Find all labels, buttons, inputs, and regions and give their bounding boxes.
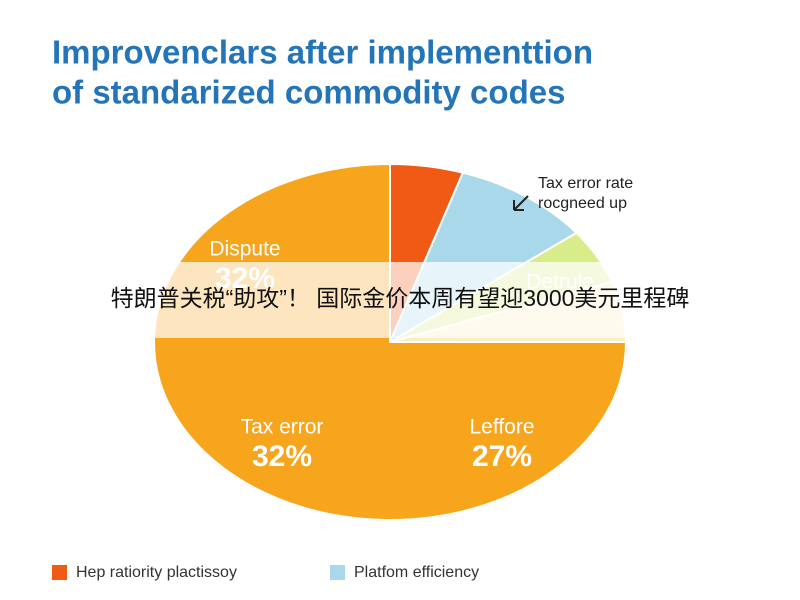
slice-label: Leffore [470,416,535,439]
slice-label: Tax error [241,416,324,439]
legend-swatch [52,565,67,580]
annotation: Tax error rate [538,175,633,192]
annotation-arrow [513,195,529,211]
pie-slice [153,162,628,521]
legend-label: Hep ratiority plactissoy [76,564,237,581]
slice-label: Dispute [209,238,280,261]
slice-value: 32% [252,440,312,473]
legend-label: Platfom efficiency [354,564,479,581]
chart-title: of standarized commodity codes [52,74,565,111]
slice-value: 27% [472,440,532,473]
banner-bg [0,262,800,338]
legend-swatch [330,565,345,580]
pie [153,162,628,521]
chart-title: Improvenclars after implementtion [52,34,593,71]
annotation: rocgneed up [538,195,627,212]
banner-text: 特朗普关税“助攻”！ 国际金价本周有望迎3000美元里程碑 [111,285,690,311]
